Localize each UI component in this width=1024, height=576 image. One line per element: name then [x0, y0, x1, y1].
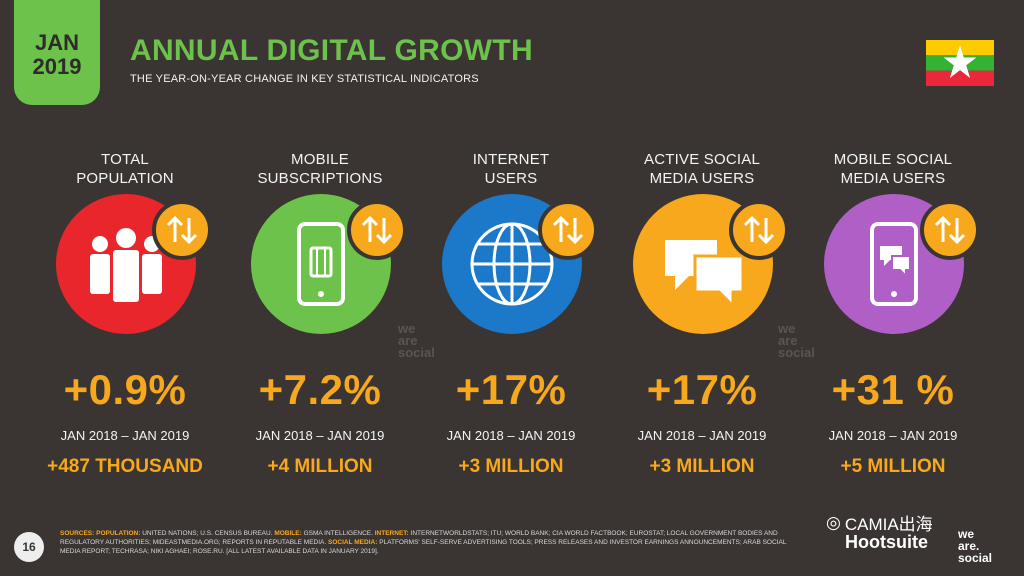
hootsuite-logo: Hootsuite — [845, 532, 928, 552]
metric-percent: +0.9% — [63, 366, 187, 413]
metric-range: JAN 2018 – JAN 2019 — [60, 428, 190, 443]
chat-bubbles-icon — [665, 240, 745, 310]
metric-label: INTERNET USERS — [472, 151, 550, 187]
we-are-social-logo: we are. social — [958, 527, 993, 565]
date-tag: JAN 2019 — [14, 0, 100, 105]
people-icon — [90, 228, 162, 302]
page-subtitle: THE YEAR-ON-YEAR CHANGE IN KEY STATISTIC… — [130, 73, 479, 85]
metric-absolute: +4 MILLION — [267, 456, 373, 477]
metric-mobile-social-media-users: MOBILE SOCIAL MEDIA USERS +31 % JAN 2018 … — [798, 150, 988, 478]
myanmar-flag-icon — [926, 40, 994, 86]
page-number: 16 — [14, 532, 44, 562]
metric-range: JAN 2018 – JAN 2019 — [828, 428, 958, 443]
updown-arrows-icon — [920, 200, 980, 260]
metric-absolute: +3 MILLION — [649, 456, 755, 477]
metric-label: MOBILE SUBSCRIPTIONS — [257, 151, 383, 187]
metric-mobile-subscriptions: MOBILE SUBSCRIPTIONS +7.2% JAN 2018 – JAN… — [225, 150, 415, 478]
watermark: we are social — [778, 321, 815, 360]
page-title: ANNUAL DIGITAL GROWTH — [130, 34, 533, 67]
metric-percent: +17% — [646, 366, 758, 413]
updown-arrows-icon — [538, 200, 598, 260]
metric-range: JAN 2018 – JAN 2019 — [255, 428, 385, 443]
updown-arrows-icon — [347, 200, 407, 260]
metric-percent: +17% — [455, 366, 567, 413]
updown-arrows-icon — [152, 200, 212, 260]
camia-watermark: ◎ CAMIA出海 — [826, 512, 933, 535]
metric-range: JAN 2018 – JAN 2019 — [637, 428, 767, 443]
population-circle — [56, 194, 196, 334]
metric-percent: +31 % — [831, 366, 955, 413]
metric-internet-users: INTERNET USERS +17% JAN 2018 – JAN 2019 +… — [416, 150, 606, 478]
mobile-chat-icon — [870, 222, 918, 306]
metric-label: TOTAL POPULATION — [76, 151, 174, 187]
metric-percent: +7.2% — [258, 366, 382, 413]
globe-icon — [470, 222, 554, 306]
sources-text: SOURCES: POPULATION: UNITED NATIONS; U.S… — [60, 530, 787, 555]
metric-absolute: +487 THOUSAND — [47, 456, 203, 477]
updown-arrows-icon — [729, 200, 789, 260]
metric-total-population: TOTAL POPULATION +0.9% JAN 2018 – JAN 201… — [30, 150, 220, 478]
metric-absolute: +3 MILLION — [458, 456, 564, 477]
watermark: we are social — [398, 321, 435, 360]
date-month: JAN — [34, 30, 79, 55]
metric-label: MOBILE SOCIAL MEDIA USERS — [833, 151, 953, 187]
metric-absolute: +5 MILLION — [840, 456, 946, 477]
metric-active-social-media-users: ACTIVE SOCIAL MEDIA USERS +17% JAN 2018 –… — [607, 150, 797, 478]
date-year: 2019 — [32, 54, 82, 79]
wechat-icon: ◎ — [826, 512, 841, 532]
metric-label: ACTIVE SOCIAL MEDIA USERS — [644, 151, 760, 187]
mobile-sim-icon — [297, 222, 345, 306]
metric-range: JAN 2018 – JAN 2019 — [446, 428, 576, 443]
